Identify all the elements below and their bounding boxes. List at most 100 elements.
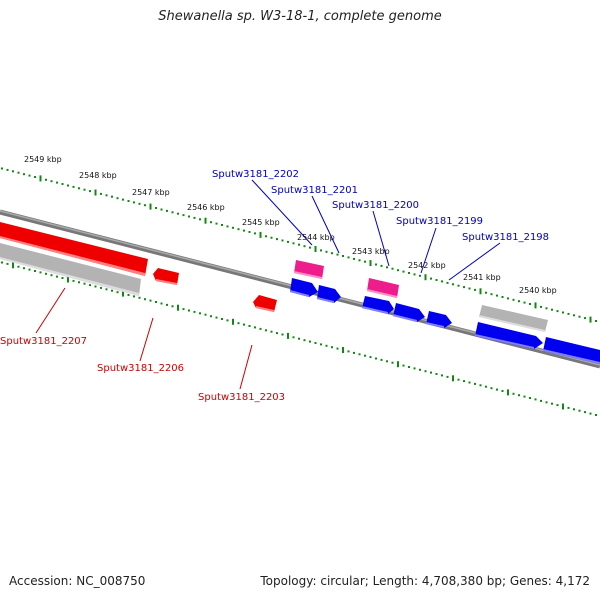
minor-tick xyxy=(298,243,300,246)
minor-tick xyxy=(402,270,405,273)
minor-tick xyxy=(17,265,20,268)
minor-tick xyxy=(50,180,53,183)
gene-feature xyxy=(362,306,388,314)
minor-tick xyxy=(512,298,515,301)
minor-tick xyxy=(56,181,58,184)
minor-tick xyxy=(138,202,141,205)
minor-tick xyxy=(490,293,493,296)
minor-tick xyxy=(23,173,25,176)
minor-tick xyxy=(589,412,592,415)
minor-tick xyxy=(89,284,91,287)
inner-ruler xyxy=(1,261,597,416)
minor-tick xyxy=(485,385,487,388)
minor-tick xyxy=(551,308,553,311)
gene-feature xyxy=(294,271,322,279)
minor-tick xyxy=(430,371,432,374)
minor-tick xyxy=(529,397,531,399)
minor-tick xyxy=(584,317,586,320)
minor-tick xyxy=(1,167,3,170)
minor-tick xyxy=(34,176,36,178)
minor-tick xyxy=(127,200,130,202)
minor-tick xyxy=(116,291,119,294)
major-tick xyxy=(94,189,97,196)
gene-label: Sputw3181_2207 xyxy=(0,336,87,347)
minor-tick xyxy=(182,308,185,311)
minor-tick xyxy=(408,272,410,274)
minor-tick xyxy=(353,351,355,354)
minor-tick xyxy=(155,301,157,303)
minor-tick xyxy=(474,382,476,385)
minor-tick xyxy=(309,246,311,249)
gene-feature xyxy=(393,314,417,322)
major-tick xyxy=(397,361,399,368)
major-tick xyxy=(232,318,234,325)
minor-tick xyxy=(347,256,350,259)
minor-tick xyxy=(6,262,9,265)
minor-tick xyxy=(391,267,394,270)
minor-tick xyxy=(413,273,416,276)
minor-tick xyxy=(265,235,267,238)
minor-tick xyxy=(237,228,240,231)
minor-tick xyxy=(67,184,69,187)
minor-tick xyxy=(507,297,509,300)
map-title: Shewanella sp. W3-18-1, complete genome xyxy=(158,9,442,24)
minor-tick xyxy=(540,399,542,402)
major-tick xyxy=(204,217,207,224)
minor-tick xyxy=(375,357,377,360)
gene-label: Sputw3181_2201 xyxy=(271,185,358,196)
minor-tick xyxy=(325,344,328,347)
minor-tick xyxy=(45,178,47,181)
gene-feature xyxy=(426,322,444,328)
gene-feature xyxy=(479,305,548,332)
minor-tick xyxy=(375,263,377,266)
minor-tick xyxy=(127,294,130,296)
ruler-label: 2545 kbp xyxy=(242,218,280,227)
minor-tick xyxy=(34,270,36,272)
minor-tick xyxy=(155,207,157,209)
minor-tick xyxy=(331,252,333,255)
minor-tick xyxy=(259,327,262,330)
minor-tick xyxy=(199,312,201,315)
major-tick xyxy=(369,260,372,267)
minor-tick xyxy=(545,307,548,310)
minor-tick xyxy=(1,261,3,264)
minor-tick xyxy=(111,289,113,292)
minor-tick xyxy=(171,211,174,214)
ruler-label: 2540 kbp xyxy=(519,286,557,295)
minor-tick xyxy=(468,287,471,290)
gene-feature xyxy=(0,243,141,296)
minor-tick xyxy=(578,409,581,412)
minor-tick xyxy=(430,277,432,280)
minor-tick xyxy=(160,302,163,305)
minor-tick xyxy=(72,185,75,188)
minor-tick xyxy=(567,312,570,315)
minor-tick xyxy=(441,374,443,377)
minor-tick xyxy=(226,319,229,322)
minor-tick xyxy=(325,250,328,253)
leader-line xyxy=(448,242,501,281)
minor-tick xyxy=(435,279,438,281)
major-tick xyxy=(452,375,454,382)
gene-feature xyxy=(0,222,148,276)
minor-tick xyxy=(100,192,102,195)
minor-tick xyxy=(193,310,196,313)
gene-feature xyxy=(290,290,309,297)
minor-tick xyxy=(419,368,421,371)
ruler-label: 2549 kbp xyxy=(24,155,62,164)
minor-tick xyxy=(254,232,256,235)
major-tick xyxy=(342,347,344,353)
minor-tick xyxy=(28,268,31,271)
minor-tick xyxy=(61,183,64,185)
minor-tick xyxy=(138,296,141,299)
gene-feature xyxy=(543,349,600,364)
accession-text: Accession: NC_008750 xyxy=(9,574,146,588)
minor-tick xyxy=(248,231,251,233)
minor-tick xyxy=(105,288,108,291)
minor-tick xyxy=(463,286,465,289)
minor-tick xyxy=(166,303,168,306)
minor-tick xyxy=(149,299,152,302)
minor-tick xyxy=(446,281,449,284)
forward-strand-genes xyxy=(290,260,600,364)
minor-tick xyxy=(364,354,366,357)
